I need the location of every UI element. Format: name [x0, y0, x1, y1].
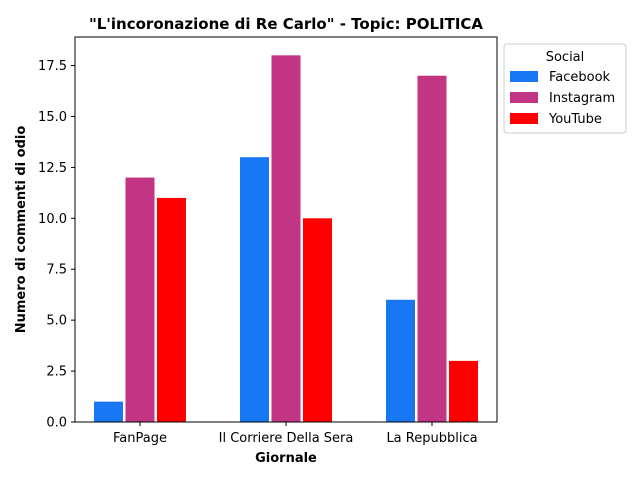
bar-youtube-3 — [449, 360, 478, 422]
legend-swatch-youtube — [510, 113, 538, 124]
y-tick-label: 0.0 — [46, 416, 67, 431]
bar-youtube-2 — [303, 218, 332, 422]
x-axis-ticks: FanPage Il Corriere Della Sera La Repubbli… — [113, 422, 478, 446]
bar-facebook-3 — [386, 299, 415, 422]
bar-youtube-1 — [157, 197, 186, 422]
bar-facebook-1 — [94, 401, 123, 422]
y-tick-label: 17.5 — [38, 59, 67, 74]
y-tick-label: 15.0 — [38, 110, 67, 125]
y-tick-label: 12.5 — [38, 161, 67, 176]
x-tick-label: Il Corriere Della Sera — [219, 431, 354, 446]
x-tick-label: La Repubblica — [386, 431, 477, 446]
y-tick-label: 10.0 — [38, 212, 67, 227]
legend-frame — [503, 43, 627, 134]
y-tick-label: 7.5 — [46, 263, 67, 278]
legend-label-instagram: Instagram — [549, 91, 615, 106]
legend-title: Social — [546, 50, 585, 65]
legend-swatch-facebook — [510, 71, 538, 82]
y-axis-label: Numero di commenti di odio — [14, 126, 29, 334]
legend-label-youtube: YouTube — [548, 112, 602, 127]
y-tick-label: 5.0 — [46, 314, 67, 329]
bars-group — [94, 55, 478, 422]
legend-swatch-instagram — [510, 92, 538, 103]
y-tick-label: 2.5 — [46, 365, 67, 380]
plot-frame — [74, 36, 498, 423]
bar-instagram-2 — [271, 55, 301, 422]
x-tick-label: FanPage — [113, 431, 167, 446]
bar-facebook-2 — [240, 157, 269, 422]
y-axis-ticks: 0.0 2.5 5.0 7.5 10.0 12.5 15.0 17.5 — [38, 59, 75, 431]
bar-instagram-3 — [417, 75, 447, 422]
legend-items: Facebook Instagram YouTube — [510, 70, 615, 127]
chart-title: "L'incoronazione di Re Carlo" - Topic: P… — [89, 15, 483, 33]
x-axis-label: Giornale — [255, 451, 317, 466]
bar-instagram-1 — [125, 177, 155, 422]
legend: Social Facebook Instagram YouTube — [503, 43, 627, 134]
legend-label-facebook: Facebook — [549, 70, 611, 85]
